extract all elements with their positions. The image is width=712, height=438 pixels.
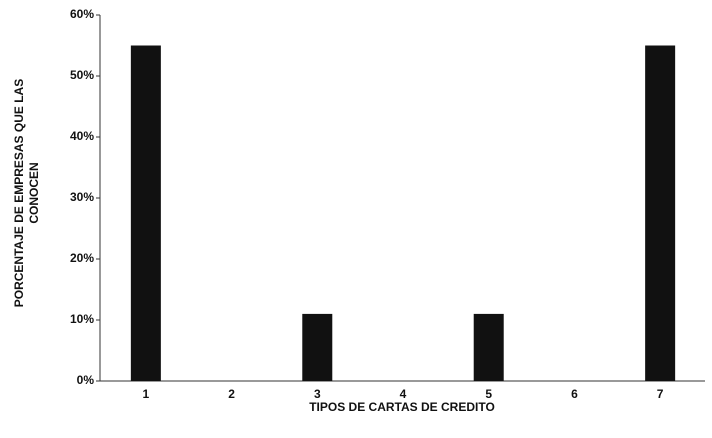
y-tick-label: 50% bbox=[70, 68, 94, 82]
y-tick-label: 60% bbox=[70, 7, 94, 21]
y-tick-label: 10% bbox=[70, 312, 94, 326]
x-tick-label: 4 bbox=[400, 387, 407, 401]
x-tick-label: 5 bbox=[485, 387, 492, 401]
y-tick-label: 30% bbox=[70, 190, 94, 204]
y-tick-label: 40% bbox=[70, 129, 94, 143]
y-axis-label: PORCENTAJE DE EMPRESAS QUE LAS CONOCEN bbox=[12, 78, 41, 308]
x-tick-label: 1 bbox=[143, 387, 150, 401]
x-tick-label: 2 bbox=[228, 387, 235, 401]
bar bbox=[130, 45, 161, 381]
bar bbox=[302, 313, 333, 381]
x-axis-label: TIPOS DE CARTAS DE CREDITO bbox=[309, 400, 495, 414]
bar bbox=[473, 313, 504, 381]
x-tick-label: 7 bbox=[657, 387, 664, 401]
y-tick-label: 0% bbox=[77, 373, 95, 387]
y-tick-label: 20% bbox=[70, 251, 94, 265]
x-tick-label: 3 bbox=[314, 387, 321, 401]
x-tick-label: 6 bbox=[571, 387, 578, 401]
bar bbox=[645, 45, 676, 381]
